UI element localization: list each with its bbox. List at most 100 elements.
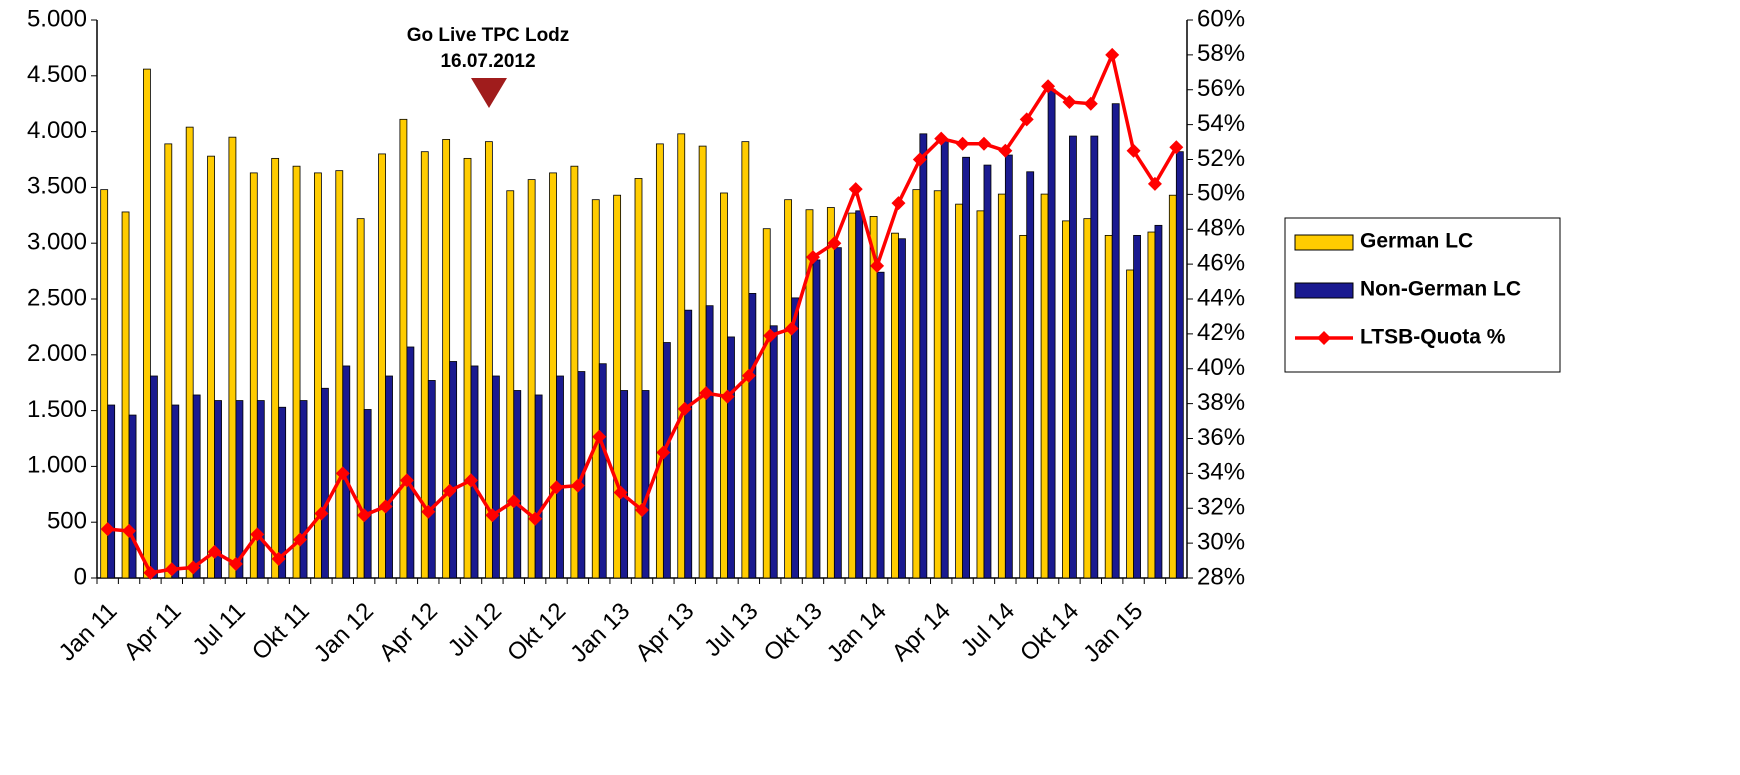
marker <box>335 466 350 481</box>
bar <box>192 394 201 579</box>
bar <box>214 400 222 579</box>
bar <box>491 375 500 579</box>
bar <box>784 199 793 579</box>
y-tick-label: 4.000 <box>27 117 87 144</box>
bar <box>363 409 372 579</box>
legend-label: German LC <box>1360 230 1473 253</box>
bar <box>677 133 686 579</box>
marker <box>741 368 756 383</box>
bar <box>826 207 835 579</box>
bar <box>427 380 436 579</box>
bar <box>107 404 116 579</box>
x-tick-label: Jan 15 <box>1078 598 1148 668</box>
marker <box>164 562 179 577</box>
y2-tick-label: 30% <box>1197 528 1245 555</box>
bar <box>876 271 885 579</box>
legend-swatch <box>1294 234 1354 251</box>
marker <box>485 508 500 523</box>
bar <box>997 193 1006 579</box>
y2-tick-label: 54% <box>1197 110 1245 137</box>
bar <box>449 361 458 579</box>
marker <box>1147 176 1162 191</box>
y2-tick-label: 56% <box>1197 75 1245 102</box>
x-tick-label: Jan 11 <box>54 598 123 667</box>
bar <box>256 400 265 579</box>
marker <box>186 560 201 575</box>
bar <box>335 170 344 579</box>
bar <box>406 346 415 579</box>
marker <box>1083 96 1098 111</box>
y2-tick-label: 28% <box>1197 563 1245 590</box>
bar <box>1175 151 1184 579</box>
bar <box>769 325 778 579</box>
bar <box>378 153 386 579</box>
bar <box>891 232 899 579</box>
bar <box>321 387 329 579</box>
bar <box>1133 234 1141 579</box>
annotation: Go Live TPC Lodz <box>407 25 570 46</box>
y2-tick-label: 38% <box>1197 389 1245 416</box>
bar <box>121 211 130 579</box>
y-tick-label: 2.000 <box>27 340 87 367</box>
x-tick-label: Okt 14 <box>1015 598 1084 667</box>
bar <box>442 139 451 579</box>
marker <box>549 480 564 495</box>
bar <box>278 406 287 579</box>
marker <box>378 499 393 514</box>
bar <box>855 210 864 579</box>
bar <box>299 400 308 579</box>
bar <box>506 190 515 579</box>
marker <box>228 557 243 572</box>
marker <box>207 544 222 559</box>
bar <box>534 394 543 579</box>
bar <box>705 305 714 579</box>
bar <box>1004 154 1013 579</box>
bar <box>641 390 650 579</box>
y2-tick-label: 46% <box>1197 249 1245 276</box>
bar <box>976 210 985 579</box>
y-tick-label: 500 <box>47 508 87 535</box>
y2-tick-label: 32% <box>1197 494 1245 521</box>
y-tick-label: 1.000 <box>27 452 87 479</box>
marker <box>1126 143 1141 158</box>
bar <box>848 212 857 579</box>
y2-tick-label: 42% <box>1197 319 1245 346</box>
marker <box>464 473 479 488</box>
marker <box>506 494 521 509</box>
annotation: 16.07.2012 <box>440 51 535 72</box>
x-tick-label: Jan 13 <box>565 598 635 668</box>
bar <box>314 172 322 579</box>
y2-tick-label: 50% <box>1197 180 1245 207</box>
marker <box>592 429 607 444</box>
marker <box>570 478 585 493</box>
bar <box>933 190 942 579</box>
bar <box>1168 194 1177 579</box>
y2-tick-label: 34% <box>1197 459 1245 486</box>
marker <box>100 522 115 537</box>
bar <box>399 118 408 579</box>
bar <box>128 414 137 579</box>
bar <box>955 203 963 579</box>
marker <box>613 485 628 500</box>
marker <box>314 506 329 521</box>
bar <box>1083 218 1092 579</box>
x-tick-label: Apr 14 <box>887 598 956 667</box>
bar <box>207 155 215 579</box>
marker <box>784 321 799 336</box>
bar <box>356 218 365 579</box>
y2-tick-label: 48% <box>1197 215 1245 242</box>
x-tick-label: Apr 11 <box>119 598 187 666</box>
bar <box>1111 103 1120 579</box>
legend-swatch <box>1294 282 1354 299</box>
bar <box>1090 135 1099 579</box>
bar <box>549 172 557 579</box>
bar <box>1019 234 1028 579</box>
marker <box>293 532 308 547</box>
bar <box>1147 231 1156 579</box>
marker <box>421 504 436 519</box>
bar <box>662 342 671 579</box>
marker <box>870 258 885 273</box>
y2-tick-label: 44% <box>1197 284 1245 311</box>
marker <box>827 236 842 251</box>
